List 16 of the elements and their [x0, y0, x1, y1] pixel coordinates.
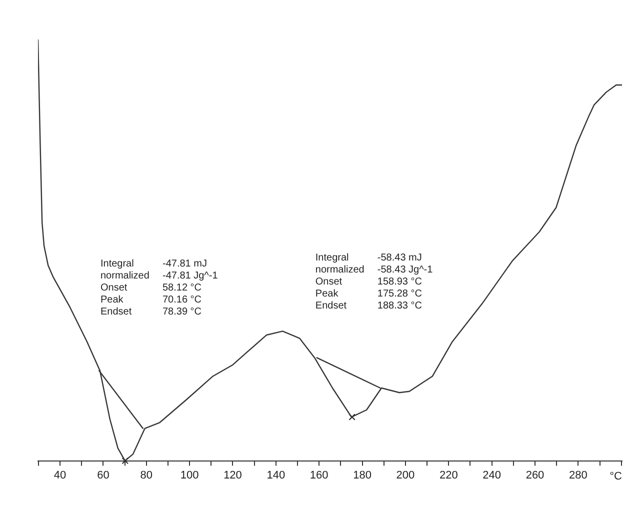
x-tick-label: 220: [439, 469, 458, 482]
x-tick-label: 60: [97, 469, 110, 482]
x-tick-label: 140: [266, 469, 286, 482]
x-axis-title: °C: [610, 470, 622, 482]
x-tick-label: 120: [224, 469, 242, 482]
x-tick-label: 280: [568, 469, 588, 482]
x-tick-label: 180: [353, 469, 372, 482]
x-tick-label: 260: [526, 469, 544, 482]
text: Integral -47.81 mJ normalized -47.81 Jg^-1 Onset 58.12 °C Peak 70.16 °C Endset 78.39 °C: [100, 258, 218, 318]
x-tick-label: 200: [396, 469, 415, 482]
x-tick-label: 80: [140, 469, 153, 482]
x-tick-label: 240: [482, 469, 501, 482]
text: Integral -58.43 mJ normalized -58.43 Jg^-1 Onset 158.93 °C Peak 175.28 °C Endset 188.33 °C: [315, 252, 433, 312]
x-tick-label: 160: [310, 469, 328, 482]
x-tick-label: 100: [180, 469, 199, 482]
x-tick-label: 40: [54, 469, 66, 482]
